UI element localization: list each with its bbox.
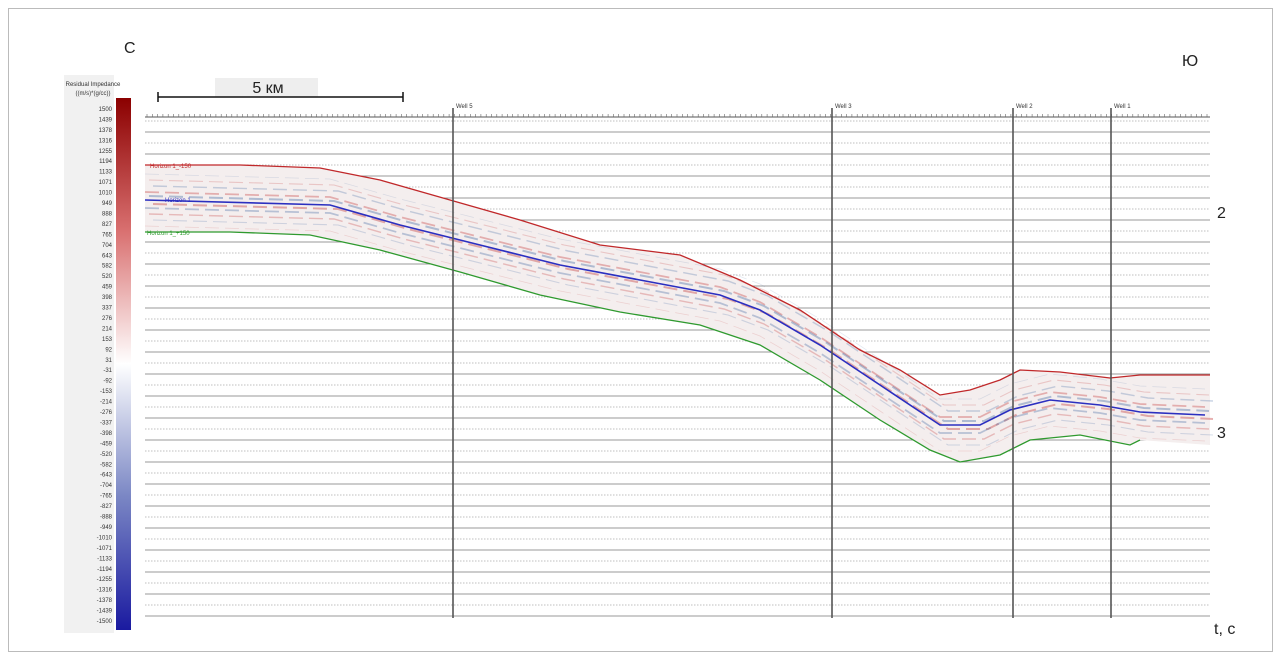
colorbar-tick-label: 827: [102, 222, 113, 228]
colorbar-tick-label: 1010: [99, 191, 113, 197]
horizon-label: Horizon 1: [165, 198, 191, 204]
colorbar-tick-label: 1439: [99, 117, 113, 123]
colorbar-tick-label: -1439: [97, 609, 113, 615]
colorbar-tick-label: -1378: [97, 598, 113, 604]
colorbar-tick-label: 398: [102, 295, 113, 301]
colorbar-tick-label: -31: [103, 368, 112, 374]
colorbar-tick-label: 582: [102, 264, 113, 270]
well-label: Well 1: [1114, 104, 1131, 110]
ruler-ticks: [147, 114, 1207, 117]
colorbar-tick-label: 153: [102, 337, 113, 343]
colorbar-tick-label: -888: [100, 515, 113, 521]
time-label: 2: [1217, 205, 1226, 222]
colorbar-tick-label: -1071: [97, 546, 113, 552]
colorbar-tick-label: -1010: [97, 535, 113, 541]
colorbar-tick-label: 643: [102, 253, 113, 259]
direction-south: Ю: [1182, 53, 1198, 70]
colorbar-tick-label: -1255: [97, 577, 113, 583]
colorbar-tick-label: -1133: [97, 556, 113, 562]
colorbar-tick-label: 520: [102, 274, 113, 280]
colorbar-tick-label: -949: [100, 525, 113, 531]
colorbar-tick-label: 1500: [99, 107, 113, 113]
direction-north: С: [124, 40, 136, 57]
scale-bar-label: 5 км: [252, 80, 283, 97]
well-label: Well 5: [456, 104, 473, 110]
colorbar-tick-label: 949: [102, 201, 113, 207]
colorbar-tick-label: 31: [105, 358, 112, 364]
well-label: Well 3: [835, 104, 852, 110]
colorbar-tick-label: -398: [100, 431, 113, 437]
colorbar-tick-label: -459: [100, 441, 113, 447]
colorbar-tick-label: -214: [100, 400, 113, 406]
horizon-label: Horizon 1_-150: [150, 164, 192, 170]
colorbar-tick-label: -582: [100, 462, 113, 468]
colorbar-tick-label: -1316: [97, 588, 113, 594]
time-axis-label: t, c: [1214, 621, 1235, 638]
colorbar-tick-label: 1194: [99, 159, 113, 165]
colorbar-tick-label: -643: [100, 473, 113, 479]
colorbar-tick-label: 214: [102, 326, 113, 332]
colorbar-tick-label: -1194: [97, 567, 113, 573]
colorbar-tick-label: -153: [100, 389, 113, 395]
colorbar-tick-label: -765: [100, 494, 113, 500]
horizon-label: Horizon 1_+150: [147, 231, 190, 237]
colorbar-title: Residual Impedance: [66, 82, 121, 88]
colorbar-tick-label: 459: [102, 285, 113, 291]
colorbar-tick-label: 1316: [99, 138, 113, 144]
time-label: 3: [1217, 425, 1226, 442]
colorbar-tick-label: -520: [100, 452, 113, 458]
colorbar-tick-label: 1071: [99, 180, 113, 186]
colorbar-tick-label: -704: [100, 483, 113, 489]
colorbar-tick-label: 1133: [99, 170, 113, 176]
colorbar: [116, 98, 131, 630]
colorbar-tick-label: -827: [100, 504, 113, 510]
well-label: Well 2: [1016, 104, 1033, 110]
colorbar-tick-label: -276: [100, 410, 113, 416]
colorbar-tick-label: -1500: [97, 619, 113, 625]
colorbar-tick-label: 704: [102, 243, 113, 249]
colorbar-tick-label: 337: [102, 306, 113, 312]
colorbar-tick-label: -92: [103, 379, 112, 385]
colorbar-tick-label: 1378: [99, 128, 113, 134]
colorbar-tick-label: 92: [105, 347, 112, 353]
figure: С Ю Residual Impedance ((m/s)*(g/cc)) 15…: [0, 0, 1281, 659]
colorbar-tick-label: 888: [102, 211, 113, 217]
colorbar-tick-label: -337: [100, 420, 113, 426]
colorbar-tick-label: 1255: [99, 149, 113, 155]
seismic-area: [145, 165, 1210, 462]
colorbar-units: ((m/s)*(g/cc)): [76, 91, 111, 97]
colorbar-tick-label: 276: [102, 316, 113, 322]
colorbar-tick-label: 765: [102, 232, 113, 238]
